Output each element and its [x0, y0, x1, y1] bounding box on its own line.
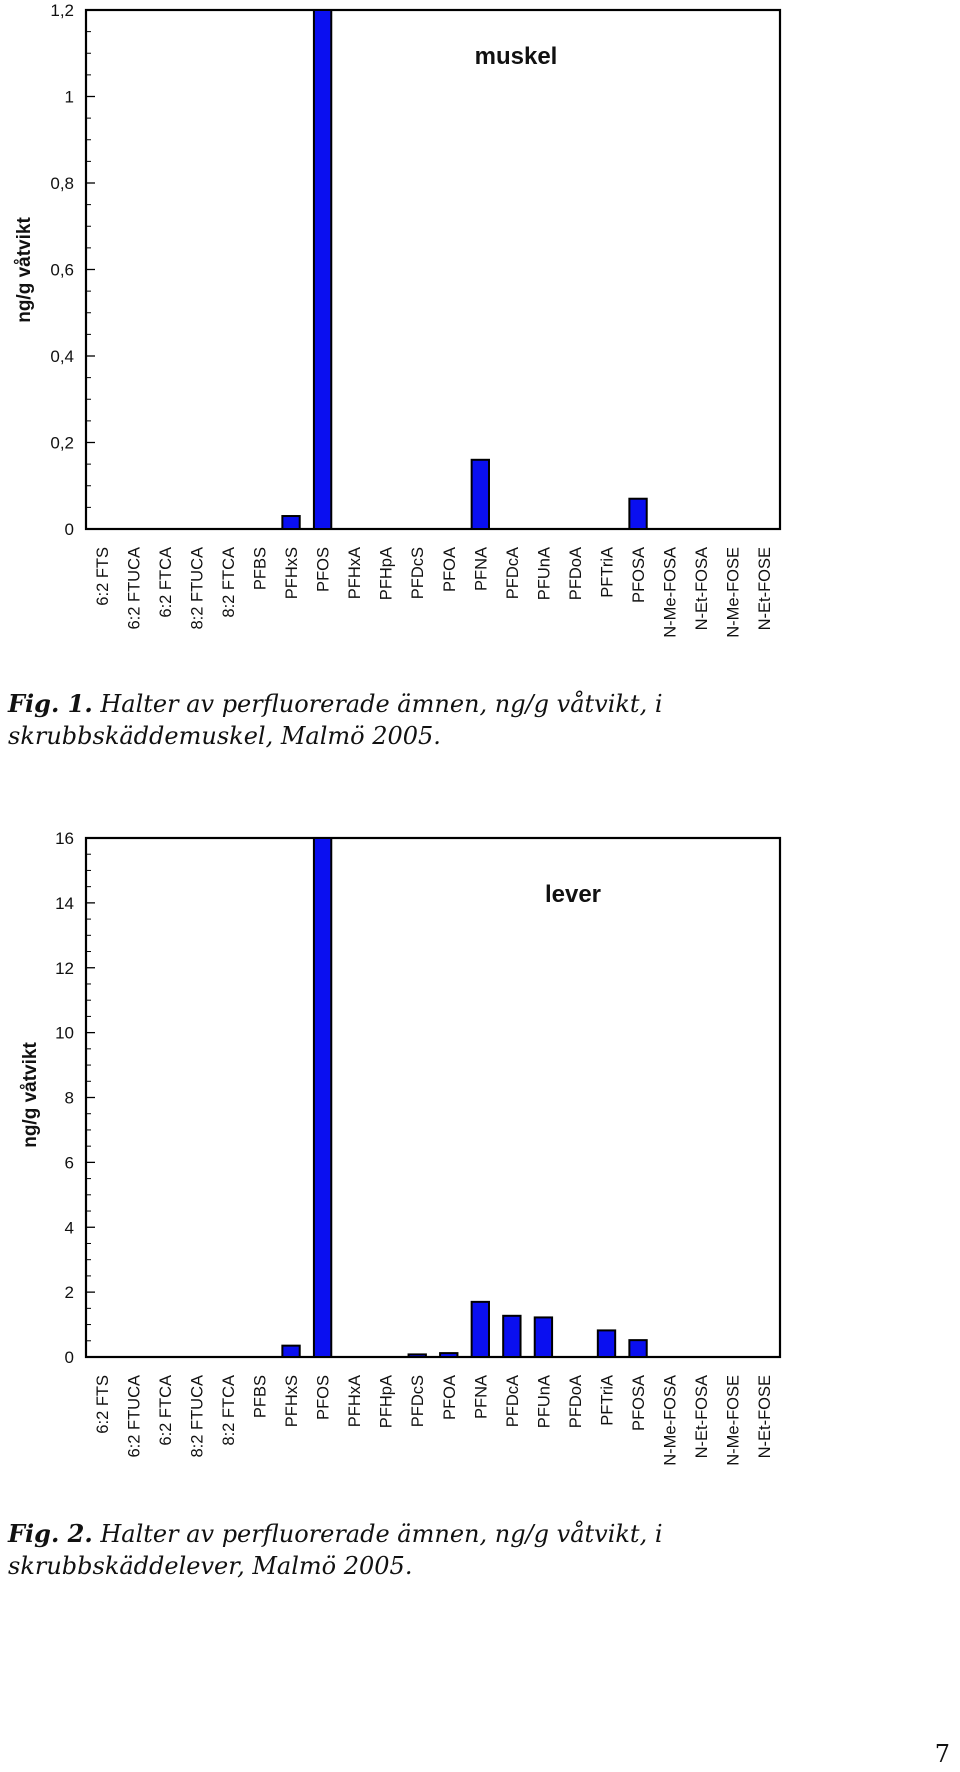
y-tick-label: 8	[65, 1089, 74, 1108]
x-tick-label: PFUnA	[535, 547, 553, 600]
chart-title: muskel	[475, 43, 558, 70]
y-axis-label: ng/g våtvikt	[14, 217, 35, 323]
x-tick-label: PFBS	[252, 547, 270, 590]
x-tick-label: 6:2 FTS	[94, 547, 112, 606]
bar-pfos	[312, 9, 333, 530]
y-tick-label: 0,4	[50, 347, 74, 366]
x-tick-label: PFHpA	[378, 547, 396, 600]
x-tick-label: PFNA	[472, 1375, 490, 1419]
bar-pfos	[312, 837, 333, 1358]
x-tick-label: PFHxA	[346, 1375, 364, 1427]
bar-pfdca	[502, 1314, 522, 1358]
bar-pfoa	[439, 1352, 459, 1359]
x-tick-label: PFHxA	[346, 547, 364, 599]
y-tick-label: 1,2	[50, 1, 74, 20]
x-tick-label: PFHpA	[378, 1375, 396, 1428]
y-tick-label: 0	[65, 520, 74, 539]
bar-pfna	[470, 458, 490, 530]
y-tick-label: 14	[55, 894, 74, 913]
bar-pfhxs	[281, 1344, 301, 1358]
x-tick-label: N-Et-FOSA	[693, 547, 711, 630]
figure-caption-1: Fig. 1. Halter av perfluorerade ämnen, n…	[8, 688, 808, 752]
y-tick-label: 0,2	[50, 434, 74, 453]
x-tick-label: PFTriA	[599, 547, 617, 598]
x-tick-label: PFOS	[315, 547, 333, 592]
figure-label-2: Fig. 2.	[8, 1519, 93, 1548]
x-tick-label: N-Me-FOSA	[662, 547, 680, 638]
y-tick-label: 10	[55, 1024, 74, 1043]
x-tick-label: 6:2 FTUCA	[125, 547, 143, 630]
y-tick-label: 1	[65, 88, 74, 107]
y-tick-label: 0,8	[50, 174, 74, 193]
x-tick-label: PFOSA	[630, 1375, 648, 1431]
x-tick-label: N-Me-FOSA	[662, 1375, 680, 1466]
bar-pftria	[596, 1329, 617, 1358]
bar-pfhxs	[281, 515, 301, 531]
x-tick-label: N-Me-FOSE	[725, 547, 743, 638]
y-axis-label: ng/g våtvikt	[20, 1042, 41, 1148]
x-tick-label: PFOA	[441, 547, 459, 592]
x-tick-label: PFDcS	[409, 547, 427, 599]
x-tick-label: PFOA	[441, 1375, 459, 1420]
x-tick-label: PFDcA	[504, 547, 522, 599]
x-tick-label: 6:2 FTCA	[157, 547, 175, 618]
bar-pfna	[470, 1300, 490, 1358]
y-tick-label: 4	[65, 1218, 74, 1237]
x-tick-label: N-Me-FOSE	[725, 1375, 743, 1466]
x-tick-label: PFBS	[252, 1375, 270, 1418]
x-tick-label: PFOSA	[630, 547, 648, 603]
x-tick-label: 6:2 FTS	[94, 1375, 112, 1434]
x-tick-label: PFHxS	[283, 1375, 301, 1427]
x-tick-label: 8:2 FTUCA	[188, 1375, 206, 1458]
y-tick-label: 6	[65, 1153, 74, 1172]
bar-pfdcs	[407, 1353, 427, 1359]
x-tick-label: PFNA	[472, 547, 490, 591]
x-tick-label: PFOS	[315, 1375, 333, 1420]
x-tick-label: PFHxS	[283, 547, 301, 599]
y-tick-label: 0,6	[50, 261, 74, 280]
x-tick-label: N-Et-FOSE	[756, 547, 774, 630]
x-tick-label: PFDcA	[504, 1375, 522, 1427]
x-tick-label: N-Et-FOSA	[693, 1375, 711, 1458]
y-tick-label: 16	[55, 829, 74, 848]
x-tick-label: 8:2 FTCA	[220, 1375, 238, 1446]
chart-title: lever	[545, 881, 601, 908]
x-tick-label: PFDoA	[567, 547, 585, 600]
x-tick-label: N-Et-FOSE	[756, 1375, 774, 1458]
figure-caption-text-1: Halter av perfluorerade ämnen, ng/g våtv…	[8, 690, 663, 750]
page-number: 7	[934, 1740, 950, 1768]
x-tick-label: 6:2 FTCA	[157, 1375, 175, 1446]
bar-pfosa	[628, 497, 648, 531]
x-tick-label: PFDoA	[567, 1375, 585, 1428]
bar-pfuna	[533, 1316, 554, 1359]
figure-caption-text-2: Halter av perfluorerade ämnen, ng/g våtv…	[8, 1520, 663, 1580]
plot-frame	[84, 836, 782, 1359]
x-tick-label: 8:2 FTCA	[220, 547, 238, 618]
x-tick-label: 8:2 FTUCA	[188, 547, 206, 630]
x-tick-label: PFDcS	[409, 1375, 427, 1427]
y-tick-label: 0	[65, 1348, 74, 1367]
figure-label-1: Fig. 1.	[8, 689, 93, 718]
chart-lever: 0 2 4 6 8 10 12 14 16 ng/g våtvikt lever 6:2 FTS 6:2…	[20, 829, 782, 1466]
x-tick-label: PFUnA	[535, 1375, 553, 1428]
chart-muskel: 0 0,2 0,4 0,6 0,8 1 1,2 ng/g våtvikt muskel 6:2 F…	[14, 1, 782, 638]
x-tick-label: 6:2 FTUCA	[125, 1375, 143, 1458]
figure-caption-2: Fig. 2. Halter av perfluorerade ämnen, n…	[8, 1518, 808, 1582]
y-tick-label: 12	[55, 959, 74, 978]
bar-pfosa	[628, 1339, 648, 1358]
x-tick-label: PFTriA	[599, 1375, 617, 1426]
y-tick-label: 2	[65, 1283, 74, 1302]
